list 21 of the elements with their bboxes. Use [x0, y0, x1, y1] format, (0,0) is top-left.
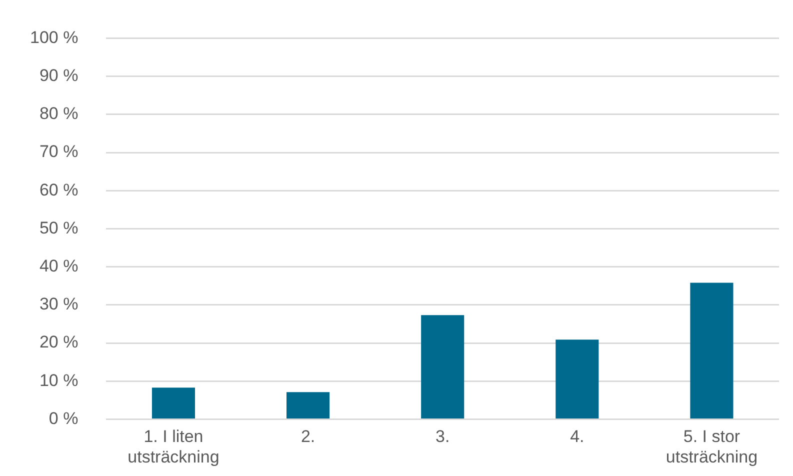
- bar: [421, 315, 464, 418]
- y-tick-label: 20 %: [39, 332, 78, 352]
- y-tick-label: 60 %: [39, 180, 78, 200]
- y-tick-label: 30 %: [39, 294, 78, 314]
- y-tick-label: 10 %: [39, 370, 78, 390]
- x-tick-label: 3.: [436, 427, 450, 446]
- x-tick-label: 5. I stor utsträckning: [666, 427, 758, 466]
- y-tick-label: 90 %: [39, 66, 78, 85]
- bar: [152, 388, 196, 418]
- y-tick-label: 80 %: [39, 104, 78, 124]
- bar: [286, 392, 330, 418]
- y-tick-label: 0 %: [48, 408, 78, 428]
- y-tick-label: 100 %: [30, 28, 78, 47]
- x-tick-label: 1. I liten utsträckning: [128, 427, 220, 466]
- bar: [690, 282, 734, 418]
- y-tick-label: 40 %: [39, 256, 78, 276]
- x-tick-label: 4.: [570, 427, 584, 446]
- y-tick-label: 70 %: [39, 142, 78, 162]
- bar: [556, 340, 599, 418]
- x-tick-label: 2.: [300, 427, 316, 446]
- y-tick-label: 50 %: [39, 218, 78, 238]
